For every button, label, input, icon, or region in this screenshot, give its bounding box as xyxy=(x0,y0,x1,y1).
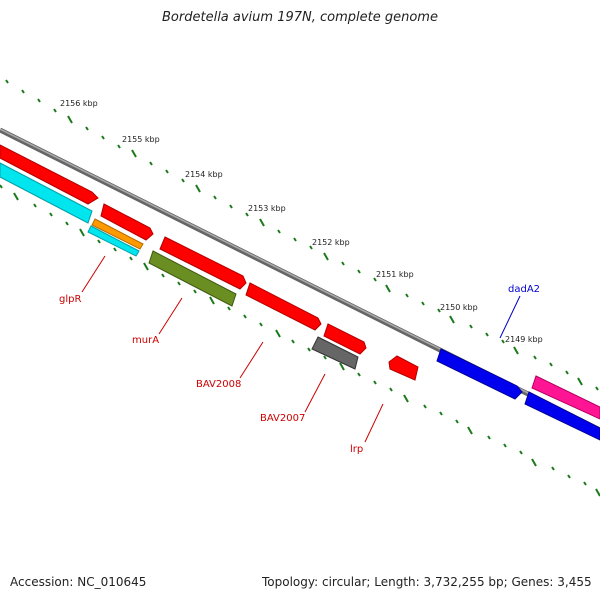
gene-feature-red xyxy=(159,236,247,290)
map-title: Bordetella avium 197N, complete genome xyxy=(162,10,438,25)
kbp-label: 2155 kbp xyxy=(122,135,160,144)
kbp-label: 2153 kbp xyxy=(248,204,286,213)
inner-tick-ring xyxy=(0,184,600,497)
gene-label-BAV2007: BAV2007 xyxy=(260,413,305,424)
kbp-label: 2156 kbp xyxy=(60,99,98,108)
genome-summary-text: Topology: circular; Length: 3,732,255 bp… xyxy=(262,575,592,589)
gene-feature-cyan xyxy=(0,162,93,224)
gene-label-murA: murA xyxy=(132,335,159,346)
gene-feature-red xyxy=(388,355,419,381)
gene-features xyxy=(0,144,600,441)
accession-text: Accession: NC_010645 xyxy=(10,575,147,589)
gene-feature-orange xyxy=(91,218,144,250)
gene-feature-red xyxy=(0,144,99,205)
kbp-label: 2151 kbp xyxy=(376,270,414,279)
outer-tick-ring xyxy=(5,79,599,391)
gene-feature-red xyxy=(245,282,322,331)
kbp-label: 2152 kbp xyxy=(312,238,350,247)
gene-label-glpR: glpR xyxy=(59,294,81,305)
label-leaders xyxy=(81,255,521,443)
gene-feature-olive xyxy=(148,250,237,307)
kbp-label: 2150 kbp xyxy=(440,303,478,312)
kbp-label: 2149 kbp xyxy=(505,335,543,344)
gene-feature-cyan xyxy=(87,225,140,257)
gene-labels: glpR murA BAV2008 BAV2007 lrp dadA2 xyxy=(59,284,540,455)
gene-feature-blue xyxy=(436,348,523,400)
gene-label-dadA2: dadA2 xyxy=(508,284,540,295)
gene-feature-blue xyxy=(524,391,600,441)
gene-feature-magenta xyxy=(531,375,600,420)
gene-feature-gray xyxy=(311,336,359,370)
gene-label-lrp: lrp xyxy=(350,444,363,455)
gene-feature-red xyxy=(323,323,367,355)
kbp-label: 2154 kbp xyxy=(185,170,223,179)
gene-feature-red xyxy=(100,203,154,241)
kbp-labels: 2156 kbp 2155 kbp 2154 kbp 2153 kbp 2152… xyxy=(60,99,543,344)
gene-label-BAV2008: BAV2008 xyxy=(196,379,241,390)
